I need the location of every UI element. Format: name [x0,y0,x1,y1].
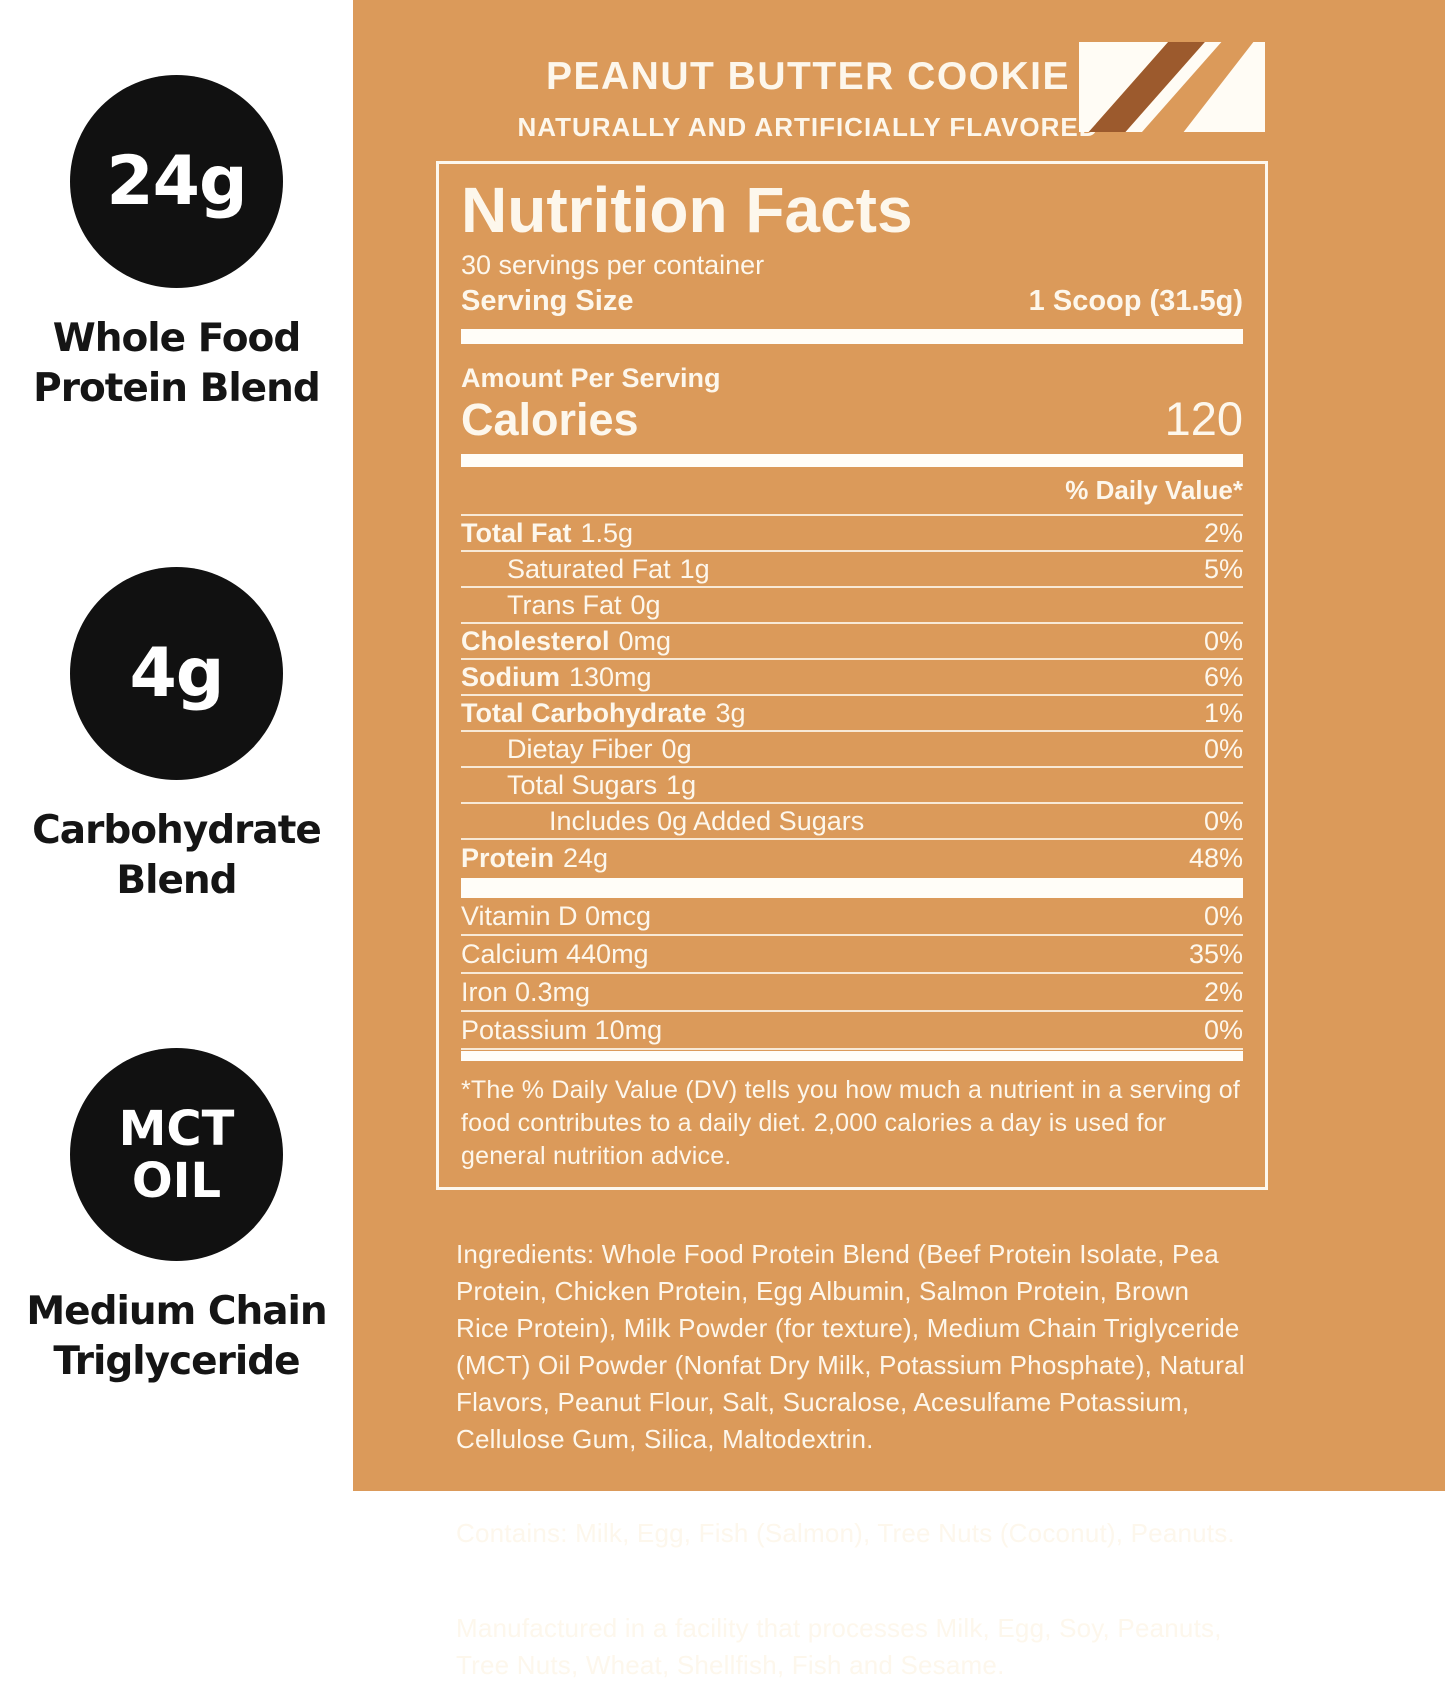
divider-bar [461,454,1243,467]
highlights-sidebar: 24g Whole Food Protein Blend 4g Carbohyd… [0,0,353,1491]
nutrient-row-saturated-fat: Saturated Fat 1g 5% [461,552,1243,588]
serving-size-row: Serving Size 1 Scoop (31.5g) [461,285,1243,318]
carb-badge-caption: Carbohydrate Blend [32,808,322,903]
daily-value: 0% [1203,625,1243,656]
daily-value: 0% [1203,733,1243,764]
nutrient-row-dietary-fiber: Dietay Fiber 0g 0% [461,732,1243,768]
micronutrient-row-calcium: Calcium 440mg 35% [461,936,1243,974]
daily-value: 35% [1188,938,1243,969]
divider-bar [461,1051,1243,1061]
daily-value: 2% [1203,517,1243,548]
daily-value: 0% [1203,805,1243,836]
nutrition-facts-panel: Nutrition Facts 30 servings per containe… [436,161,1268,1190]
daily-value: 5% [1203,553,1243,584]
manufactured-paragraph: Manufactured in a facility that processe… [456,1613,1222,1680]
nutrient-row-cholesterol: Cholesterol 0mg 0% [461,624,1243,660]
nutrient-row-sodium: Sodium 130mg 6% [461,660,1243,696]
protein-grams: 24g [106,142,247,221]
carb-badge: 4g Carbohydrate Blend [32,567,322,906]
calories-row: Calories 120 [461,394,1243,445]
ingredients-paragraph: Ingredients: Whole Food Protein Blend (B… [456,1239,1245,1454]
protein-badge: 24g Whole Food Protein Blend [33,75,321,414]
diagonal-stripes-logo-icon [1079,42,1265,132]
mct-badge-circle: MCT OIL [70,1048,283,1261]
serving-size-value: 1 Scoop (31.5g) [1028,285,1243,317]
calories-label: Calories [461,394,639,445]
micronutrient-row-iron: Iron 0.3mg 2% [461,974,1243,1012]
daily-value: 0% [1203,1014,1243,1045]
calories-value: 120 [1164,392,1243,445]
daily-value: 1% [1203,697,1243,728]
amount-per-serving-label: Amount Per Serving [461,363,721,393]
flavor-subtitle: NATURALLY AND ARTIFICIALLY FLAVORED [517,112,1099,142]
flavor-header: PEANUT BUTTER COOKIE NATURALLY AND ARTIF… [413,55,1203,143]
serving-size-label: Serving Size [461,285,634,317]
carb-badge-circle: 4g [69,567,283,780]
nutrient-row-added-sugars: Includes 0g Added Sugars 0% [461,804,1243,840]
divider-bar [461,878,1243,898]
protein-badge-caption: Whole Food Protein Blend [33,316,321,411]
mct-badge: MCT OIL Medium Chain Triglyceride [26,1048,328,1387]
protein-badge-circle: 24g [70,75,283,288]
nutrient-row-total-carbohydrate: Total Carbohydrate 3g 1% [461,696,1243,732]
mct-badge-caption: Medium Chain Triglyceride [26,1289,327,1384]
micronutrient-row-vitamin-d: Vitamin D 0mcg 0% [461,898,1243,936]
contains-paragraph: Contains: Milk, Egg, Fish (Salmon), Tree… [456,1518,1235,1548]
daily-value: 6% [1203,661,1243,692]
carb-grams: 4g [129,634,224,713]
micronutrient-row-potassium: Potassium 10mg 0% [461,1012,1243,1050]
servings-per-container: 30 servings per container [461,250,765,280]
label-panel: PEANUT BUTTER COOKIE NATURALLY AND ARTIF… [353,0,1445,1680]
daily-value-footnote: *The % Daily Value (DV) tells you how mu… [461,1076,1240,1170]
nutrient-row-trans-fat: Trans Fat 0g [461,588,1243,624]
nutrient-row-total-sugars: Total Sugars 1g [461,768,1243,804]
nutrition-facts-title: Nutrition Facts [461,174,913,246]
divider-bar [461,329,1243,344]
daily-value: 2% [1203,976,1243,1007]
flavor-name: PEANUT BUTTER COOKIE [545,55,1070,98]
nutrient-row-protein: Protein 24g 48% [461,842,1243,873]
daily-value-header: % Daily Value* [461,475,1243,516]
nutrient-row-total-fat: Total Fat 1.5g 2% [461,516,1243,552]
daily-value: 48% [1188,842,1243,873]
daily-value: 0% [1203,900,1243,931]
